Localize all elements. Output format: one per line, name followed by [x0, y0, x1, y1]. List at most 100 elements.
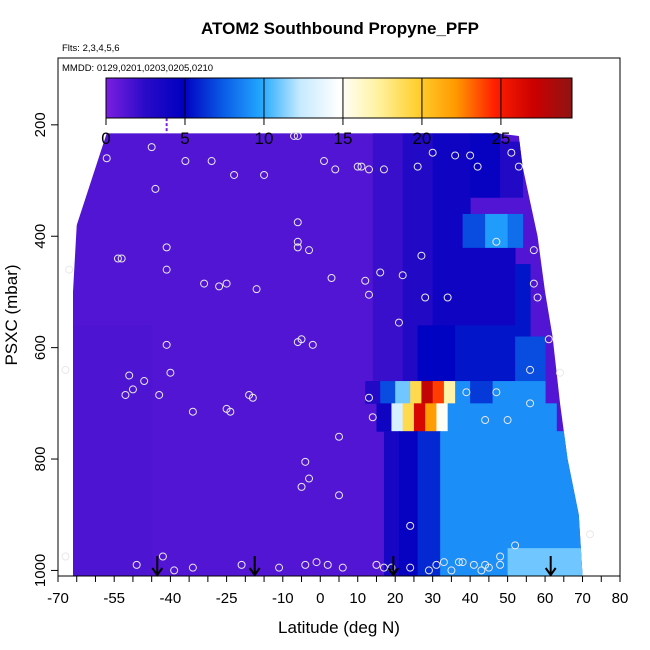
sample-point: [514, 162, 523, 171]
sample-point: [368, 413, 377, 422]
field-cell: [383, 431, 400, 576]
flight-marker-arrowhead: [544, 567, 557, 577]
sample-point: [526, 365, 535, 374]
sample-point: [252, 285, 261, 294]
field-cell: [417, 431, 441, 576]
sample-point: [503, 416, 512, 425]
field-cell: [425, 403, 437, 432]
sample-point: [454, 558, 463, 567]
field-cell: [365, 381, 381, 404]
field-cell: [485, 213, 509, 248]
sample-point: [275, 563, 284, 572]
sample-point: [533, 293, 542, 302]
field-cell: [398, 431, 419, 576]
field-cell: [447, 403, 557, 432]
sample-point: [492, 388, 501, 397]
field-cell: [402, 403, 415, 432]
sample-point: [248, 393, 257, 402]
sample-point: [151, 184, 160, 193]
x-tick-label: -25: [216, 590, 238, 607]
sample-point: [372, 560, 381, 569]
sample-point: [297, 482, 306, 491]
x-tick-label: 30: [424, 590, 441, 607]
sample-point: [586, 530, 595, 539]
colorbar-swatch: [105, 77, 573, 119]
colorbar-ticks: 0 5 10 15 20 25: [101, 78, 510, 148]
sample-point: [102, 154, 111, 163]
x-tick-label: 70: [574, 590, 591, 607]
sample-point: [305, 474, 314, 483]
colorbar-tick-label: 25: [491, 129, 510, 148]
y-tick-label: 1000: [32, 554, 49, 587]
colorbar: 0 5 10 15 20 25: [101, 77, 573, 148]
sample-point: [496, 560, 505, 569]
x-tick-label: 20: [387, 590, 404, 607]
flight-marker-arrowhead: [387, 567, 400, 577]
flight-marker-arrowhead: [248, 567, 261, 577]
sample-point: [181, 157, 190, 166]
sample-point: [511, 541, 520, 550]
y-tick-label: 400: [32, 224, 49, 249]
field-cell: [432, 381, 445, 404]
sample-point: [364, 393, 373, 402]
sample-point: [507, 148, 516, 157]
field-cells: [72, 133, 583, 576]
sample-points: [61, 131, 595, 575]
sample-point: [424, 566, 433, 575]
sample-point: [394, 318, 403, 327]
colorbar-tick-label: 0: [101, 129, 110, 148]
sample-point: [61, 365, 70, 374]
field-cell: [500, 141, 524, 198]
y-tick-label: 800: [32, 447, 49, 472]
x-tick-label: 40: [462, 590, 479, 607]
sample-point: [451, 151, 460, 160]
chart-title: ATOM2 Southbound Propyne_PFP: [201, 19, 479, 38]
x-tick-label: 0: [316, 590, 324, 607]
sample-point: [200, 279, 209, 288]
sample-point: [338, 563, 347, 572]
x-tick-label: -55: [103, 590, 125, 607]
field-cell: [410, 381, 422, 404]
sample-point: [301, 457, 310, 466]
field-cell: [443, 381, 456, 404]
x-axis: -70 -55 -40 -25 -10 0 10 20 30 40 50 60 70 80: [47, 576, 628, 607]
sample-point: [496, 552, 505, 561]
x-tick-label: 80: [612, 590, 629, 607]
sample-point: [428, 148, 437, 157]
sample-point: [432, 560, 441, 569]
field-cell: [72, 325, 153, 576]
field-cell: [432, 247, 516, 326]
sample-point: [121, 390, 130, 399]
field-cell: [380, 381, 396, 404]
dates-label: MMDD: 0129,0201,0203,0205,0210: [62, 63, 213, 74]
sample-point: [293, 237, 302, 246]
sample-point: [305, 246, 314, 255]
sample-point: [147, 143, 156, 152]
sample-point: [556, 368, 565, 377]
sample-point: [162, 340, 171, 349]
sample-point: [113, 254, 122, 263]
field-cell: [462, 213, 486, 248]
sample-point: [353, 162, 362, 171]
field-cell: [436, 403, 449, 432]
sample-point: [162, 265, 171, 274]
sample-point: [376, 268, 385, 277]
sample-point: [364, 290, 373, 299]
sample-point: [140, 377, 149, 386]
sample-point: [301, 560, 310, 569]
field-cell: [515, 264, 531, 349]
sample-point: [364, 165, 373, 174]
x-tick-label: -40: [160, 590, 182, 607]
sample-point: [128, 385, 137, 394]
sample-point: [357, 162, 366, 171]
field-cell: [413, 403, 426, 432]
flight-marker-arrowhead: [151, 567, 164, 577]
sample-point: [417, 251, 426, 260]
field-cell: [372, 133, 404, 382]
sample-point: [477, 566, 486, 575]
sample-point: [65, 265, 74, 274]
sample-point: [132, 560, 141, 569]
sample-point: [158, 552, 167, 561]
sample-point: [406, 521, 415, 530]
sample-point: [379, 165, 388, 174]
